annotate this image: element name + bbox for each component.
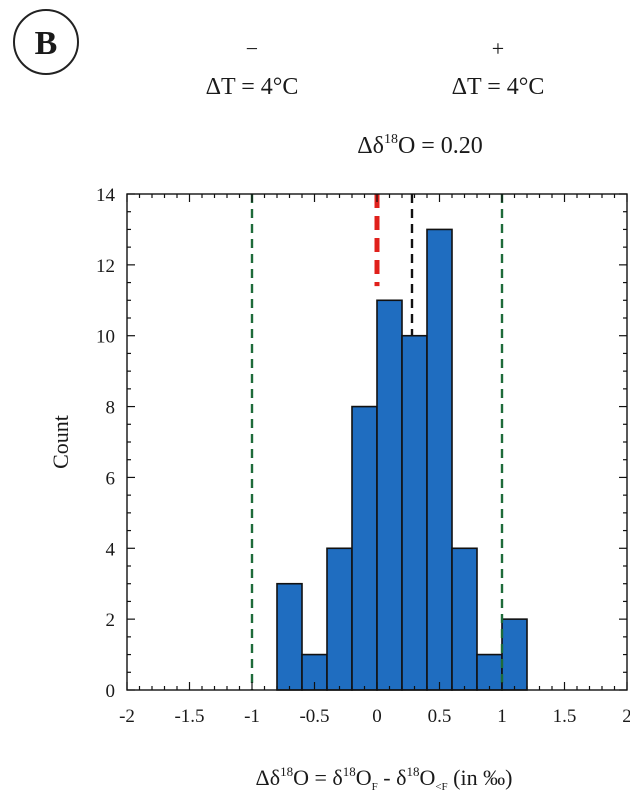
x-tick-label: 1: [497, 706, 507, 727]
histogram-bar-7: [451, 547, 478, 691]
histogram-bar-2: [326, 547, 353, 691]
y-tick-label: 2: [106, 610, 116, 631]
histogram-bar-6: [426, 228, 453, 691]
histogram-bar-8: [476, 653, 503, 691]
x-tick-label: 0: [372, 706, 382, 727]
stat-annotation: Δδ18O = 0.20: [357, 132, 483, 159]
histogram-bar-4: [376, 299, 403, 691]
x-tick-label: -1.5: [174, 706, 204, 727]
x-tick-label: -0.5: [299, 706, 329, 727]
histogram-bar-0: [276, 582, 303, 691]
panel-label-text: B: [35, 25, 58, 62]
stat-suffix: O = 0.20: [398, 133, 483, 159]
x-tick-label: -2: [119, 706, 135, 727]
x-tick-label: 0.5: [428, 706, 452, 727]
panel-label-circle: [13, 9, 79, 75]
xlabel-c-sub: F: [372, 781, 378, 793]
xlabel-b-sup: 18: [343, 764, 356, 779]
left-delta-t: ΔT = 4°C: [206, 74, 299, 100]
xlabel-d-sup: 18: [406, 764, 419, 779]
xlabel-f: (in ‰): [448, 765, 513, 790]
histogram-bar-3: [351, 405, 378, 691]
xlabel-e: O: [419, 765, 435, 790]
y-axis-label: Count: [48, 415, 73, 469]
panel-label: B: [13, 9, 79, 75]
xlabel-b: O = δ: [293, 765, 343, 790]
y-tick-label: 10: [96, 327, 115, 348]
y-tick-label: 14: [96, 185, 116, 206]
y-tick-label: 4: [106, 539, 116, 560]
x-axis-label: Δδ18O = δ18OF - δ18O<F (in ‰): [256, 764, 513, 793]
histogram-bar-9: [501, 618, 528, 691]
x-tick-label: 1.5: [553, 706, 577, 727]
histogram-bar-5: [401, 334, 428, 691]
right-sign: +: [492, 36, 504, 61]
y-tick-label: 6: [106, 468, 116, 489]
reference-lines: [250, 194, 504, 690]
x-tick-label: 2: [622, 706, 630, 727]
histogram-bars: [276, 228, 528, 691]
y-tick-label: 12: [96, 256, 115, 277]
xlabel-a: Δδ: [256, 765, 281, 790]
y-tick-label: 8: [106, 398, 116, 419]
xlabel-a-sup: 18: [280, 764, 293, 779]
stat-prefix: Δδ: [357, 133, 384, 159]
axes: [126, 193, 628, 691]
tick-labels: -2 -1.5 -1 -0.5 0 0.5 1 1.5 2 0 2 4 6 8 10 12 14: [96, 185, 630, 727]
xlabel-e-sub: <F: [435, 781, 447, 793]
stat-sup: 18: [384, 132, 398, 147]
xlabel-d: - δ: [378, 765, 407, 790]
y-tick-label: 0: [106, 681, 116, 702]
left-sign: −: [246, 36, 258, 61]
x-tick-label: -1: [244, 706, 260, 727]
right-delta-t: ΔT = 4°C: [452, 74, 545, 100]
xlabel-c: O: [356, 765, 372, 790]
